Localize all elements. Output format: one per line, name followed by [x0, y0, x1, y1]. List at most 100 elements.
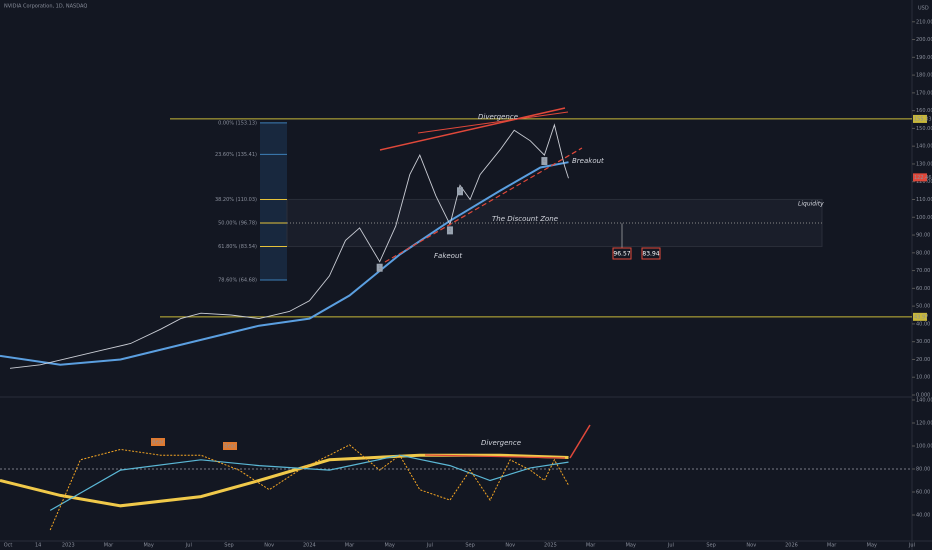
y-tick-label: 180.00	[916, 73, 932, 79]
breakout-label: Breakout	[572, 157, 604, 165]
y-tick-label: 50.00	[916, 304, 930, 310]
level-badge-label: 43.97	[914, 314, 928, 320]
y-tick-label: 160.00	[916, 108, 932, 114]
x-tick-label: Mar	[827, 543, 837, 549]
x-tick-label: 2023	[62, 543, 75, 549]
wave-box	[541, 157, 548, 166]
x-tick-label: 14	[35, 543, 41, 549]
bear-box	[151, 438, 165, 446]
wave-label: 4	[543, 159, 546, 165]
y-tick-label: 90.00	[916, 233, 930, 239]
target-label: 83.94	[642, 251, 659, 258]
rsi-line	[49, 444, 569, 531]
x-tick-label: Jul	[908, 543, 915, 549]
x-tick-label: 2025	[544, 543, 557, 549]
y-tick-label: 40.00	[916, 513, 930, 519]
x-tick-label: May	[385, 543, 395, 549]
y-tick-label: 210.00	[916, 19, 932, 25]
y-tick-label: 190.00	[916, 55, 932, 61]
chart-title: NVIDIA Corporation, 1D, NASDAQ	[4, 4, 87, 10]
x-tick-label: Nov	[746, 543, 756, 549]
y-tick-label: 80.00	[916, 467, 930, 473]
moving-average	[0, 161, 569, 366]
y-tick-label: 120.00	[916, 421, 932, 427]
divergence-label: Divergence	[478, 113, 518, 121]
fib-label: 23.60% (135.41)	[215, 152, 257, 158]
signal-line	[49, 454, 569, 511]
x-tick-label: Mar	[104, 543, 114, 549]
fib-label: 78.60% (64.68)	[218, 278, 257, 284]
bear-label: Bear	[152, 440, 165, 446]
fib-label: 50.00% (96.78)	[218, 220, 257, 226]
wave-box	[376, 263, 383, 272]
bear-box	[223, 442, 237, 450]
y-tick-label: 200.00	[916, 37, 932, 43]
x-tick-label: Nov	[505, 543, 515, 549]
fib-label: 38.20% (110.03)	[215, 197, 257, 203]
fib-label: 0.00% (153.13)	[218, 120, 257, 126]
x-tick-label: 2026	[785, 543, 798, 549]
x-tick-label: Sep	[465, 543, 474, 549]
y-tick-label: 60.00	[916, 490, 930, 496]
y-tick-label: 100.00	[916, 444, 932, 450]
x-tick-label: May	[143, 543, 153, 549]
target-box	[641, 247, 661, 260]
wave-label: 3	[458, 189, 461, 195]
y-tick-label: 20.00	[916, 357, 930, 363]
wave-box	[457, 187, 464, 196]
y-tick-label: 120.00	[916, 179, 932, 185]
liquidity-label: Liquidity	[798, 201, 824, 208]
y-tick-label: 140.00	[916, 144, 932, 150]
wave-label: 1	[378, 265, 381, 271]
slow-line	[0, 453, 569, 508]
x-tick-label: Sep	[224, 543, 233, 549]
y-tick-label: 170.00	[916, 90, 932, 96]
y-tick-label: 30.00	[916, 339, 930, 345]
y-tick-label: 80.00	[916, 250, 930, 256]
target-label: 96.57	[613, 251, 630, 258]
arrow	[569, 424, 591, 459]
x-tick-label: Jul	[667, 543, 674, 549]
y-tick-label: 60.00	[916, 286, 930, 292]
level-badge	[913, 312, 927, 321]
x-tick-label: May	[867, 543, 877, 549]
last-price-label: 122.46	[914, 175, 932, 181]
y-tick-label: 40.00	[916, 321, 930, 327]
level-badge-label: 155.33	[914, 116, 932, 122]
y-tick-label: 130.00	[916, 161, 932, 167]
bear-label: Bear	[224, 444, 237, 450]
x-tick-label: Oct	[4, 543, 13, 549]
y-tick-label: 140.00	[916, 398, 932, 404]
x-tick-label: Mar	[586, 543, 596, 549]
y-tick-label: 10.00	[916, 375, 930, 381]
wave-label: 2	[448, 228, 451, 234]
level-badge	[913, 114, 927, 123]
y-tick-label: 70.00	[916, 268, 930, 274]
x-tick-label: Jul	[426, 543, 433, 549]
x-tick-label: Mar	[345, 543, 355, 549]
indicator-divergence-label: Divergence	[481, 439, 521, 447]
x-tick-label: Nov	[264, 543, 274, 549]
x-tick-label: 2024	[303, 543, 316, 549]
x-tick-label: Jul	[185, 543, 192, 549]
divergence-line	[379, 107, 566, 151]
y-tick-label: 100.00	[916, 215, 932, 221]
x-tick-label: Sep	[706, 543, 715, 549]
x-tick-label: May	[626, 543, 636, 549]
fib-zone	[260, 122, 287, 281]
wave-box	[446, 226, 453, 235]
y-tick-label: 0.000	[916, 393, 930, 399]
fakeout-label: Fakeout	[434, 252, 462, 260]
support-line	[384, 147, 583, 263]
divergence-line	[417, 111, 569, 134]
discount-zone-label: The Discount Zone	[492, 215, 558, 223]
plot-layer: 0.000 10.00 20.00 30.00 40.00 50.00 60.00 70.00…	[0, 19, 932, 549]
indicator-divergence-line	[424, 454, 566, 459]
y-tick-label: 110.00	[916, 197, 932, 203]
target-box	[612, 247, 632, 260]
y-tick-label: 150.00	[916, 126, 932, 132]
currency: USD	[918, 6, 929, 12]
last-price-badge	[913, 173, 927, 182]
